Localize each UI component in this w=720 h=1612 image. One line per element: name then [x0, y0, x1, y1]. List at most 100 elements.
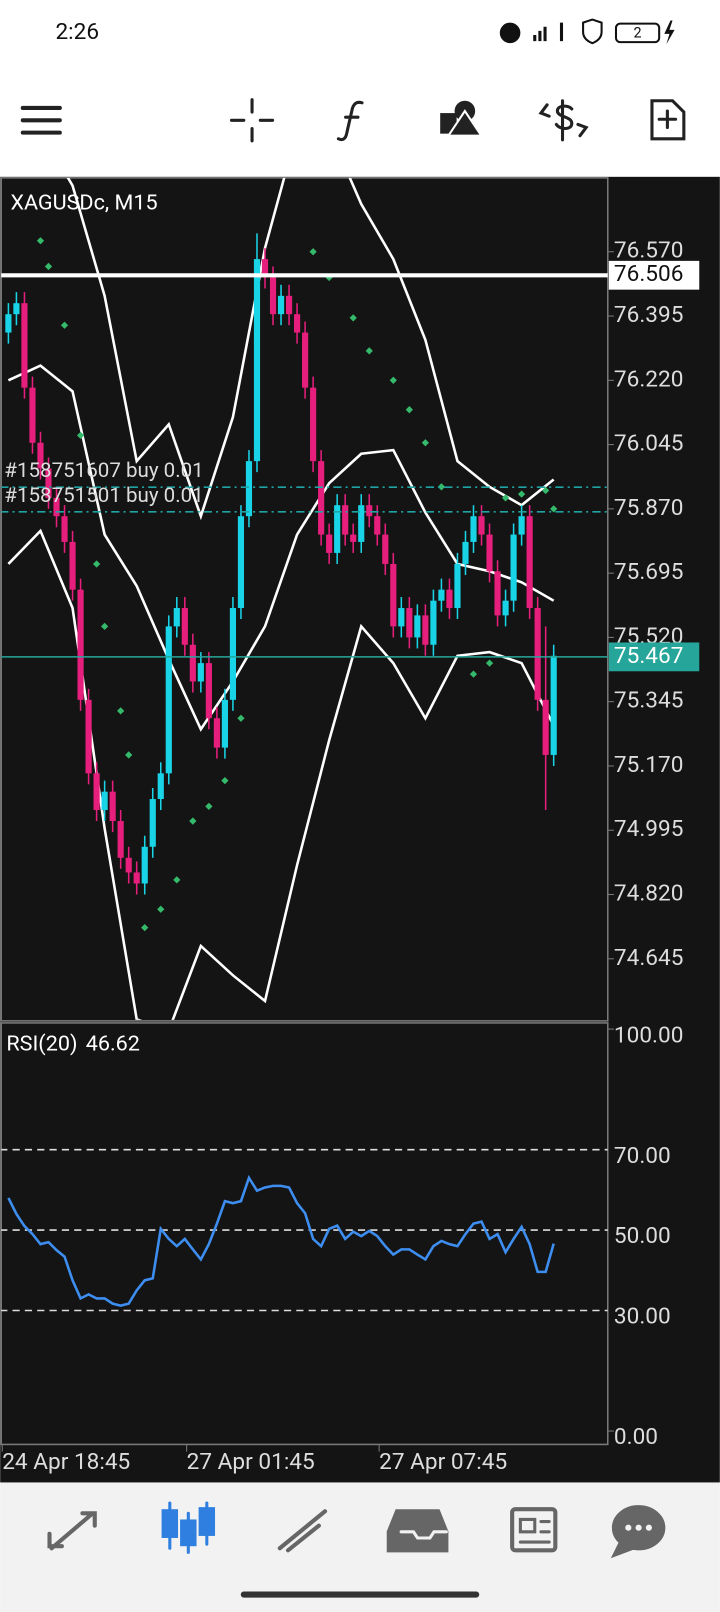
candle-body	[189, 644, 196, 682]
y-tick-label: 74.645	[614, 944, 683, 971]
candle-body	[101, 791, 108, 811]
rsi-tick-label: 30.00	[614, 1303, 671, 1330]
candle-body	[285, 295, 293, 315]
candle-body	[165, 626, 172, 774]
nav-history[interactable]	[386, 1509, 449, 1553]
price-label: 76.506	[614, 260, 683, 287]
x-tick-label: 27 Apr 07:45	[379, 1448, 507, 1475]
sar-dot	[92, 560, 101, 568]
price-label: 75.467	[614, 642, 683, 669]
sar-dot	[125, 751, 133, 759]
sar-dot	[117, 707, 125, 715]
nav-chart[interactable]	[161, 1501, 216, 1554]
candle-body	[229, 608, 237, 700]
candle-body	[414, 615, 421, 638]
menu-button[interactable]	[20, 105, 62, 135]
candle-body	[518, 516, 525, 535]
objects-button[interactable]	[440, 100, 484, 137]
sar-dot	[405, 406, 413, 414]
sar-dot	[542, 486, 550, 495]
indicators-button[interactable]	[336, 100, 364, 142]
x-tick-label: 27 Apr 01:45	[187, 1448, 315, 1475]
candle-body	[269, 277, 277, 315]
sar-dot	[100, 622, 109, 631]
candle-body	[342, 505, 349, 535]
sar-dot	[550, 505, 558, 513]
candle-body	[253, 259, 261, 462]
sar-dot	[517, 490, 526, 498]
y-tick-label: 75.170	[614, 751, 683, 778]
crosshair-button[interactable]	[229, 98, 275, 143]
candle-body	[358, 505, 365, 542]
candle-body	[438, 589, 445, 601]
candle-body	[334, 505, 341, 553]
trade-button[interactable]	[538, 99, 589, 142]
sar-dot	[76, 431, 85, 440]
candle-body	[69, 541, 76, 590]
candle-body	[374, 516, 381, 535]
y-tick-label: 75.345	[614, 687, 683, 714]
candle-body	[382, 534, 389, 564]
candle-body	[293, 314, 301, 333]
candle-body	[5, 314, 12, 333]
nav-messages[interactable]	[610, 1505, 666, 1559]
candle-body	[141, 846, 148, 884]
candle-body	[398, 608, 405, 627]
status-icons	[499, 18, 675, 45]
candle-body	[261, 259, 269, 278]
rsi-pane-frame	[0, 1022, 609, 1446]
toolbar	[20, 98, 686, 143]
candle-body	[181, 608, 188, 645]
sar-dot	[205, 802, 213, 811]
sar-dot	[389, 376, 397, 384]
candle-body	[542, 699, 549, 755]
y-tick-label: 76.395	[614, 301, 683, 328]
nav-trade[interactable]	[277, 1509, 328, 1553]
candle-body	[350, 534, 357, 542]
chart-bg	[0, 176, 720, 1483]
order-label: #158751501 buy 0.01	[4, 484, 203, 508]
candle-body	[366, 505, 373, 517]
candle-body	[446, 589, 453, 609]
rsi-tick-label: 100.00	[614, 1021, 683, 1048]
candle-body	[390, 563, 397, 627]
nav-icons	[47, 1501, 666, 1559]
candle-body	[422, 615, 429, 645]
battery-level: 2	[634, 25, 642, 42]
candle-body	[149, 799, 156, 847]
rsi-current: 46.62	[86, 1031, 140, 1056]
candle-body	[29, 387, 36, 443]
candle-body	[277, 295, 285, 315]
sar-dot	[365, 347, 373, 355]
y-tick-label: 76.220	[614, 365, 683, 392]
candle-body	[454, 563, 461, 609]
candle-body	[470, 516, 477, 542]
candle-body	[462, 541, 469, 564]
candle-body	[133, 872, 140, 884]
candle-body	[245, 461, 253, 517]
candle-body	[534, 608, 541, 700]
sar-dot	[189, 817, 197, 825]
sar-dot	[157, 905, 165, 913]
candle-body	[310, 387, 317, 462]
rsi-tick-label: 50.00	[614, 1222, 671, 1249]
candle-body	[125, 857, 132, 873]
nav-quotes[interactable]	[47, 1511, 97, 1551]
candle-body	[486, 534, 493, 572]
nav-news[interactable]	[510, 1507, 558, 1553]
y-tick-label: 75.870	[614, 494, 683, 521]
candle-body	[37, 442, 44, 469]
sar-dot	[485, 659, 494, 667]
sar-dot	[437, 483, 446, 491]
candle-body	[85, 699, 92, 774]
y-tick-label: 75.695	[614, 558, 683, 585]
new-order-button[interactable]	[650, 99, 686, 141]
sar-dot	[349, 314, 357, 322]
bollinger-upper	[66, 177, 555, 521]
candle-body	[550, 655, 557, 755]
candle-body	[21, 303, 28, 388]
candle-body	[221, 699, 228, 748]
candle-body	[526, 516, 533, 609]
candle-body	[510, 534, 517, 601]
sar-dot	[221, 777, 229, 785]
